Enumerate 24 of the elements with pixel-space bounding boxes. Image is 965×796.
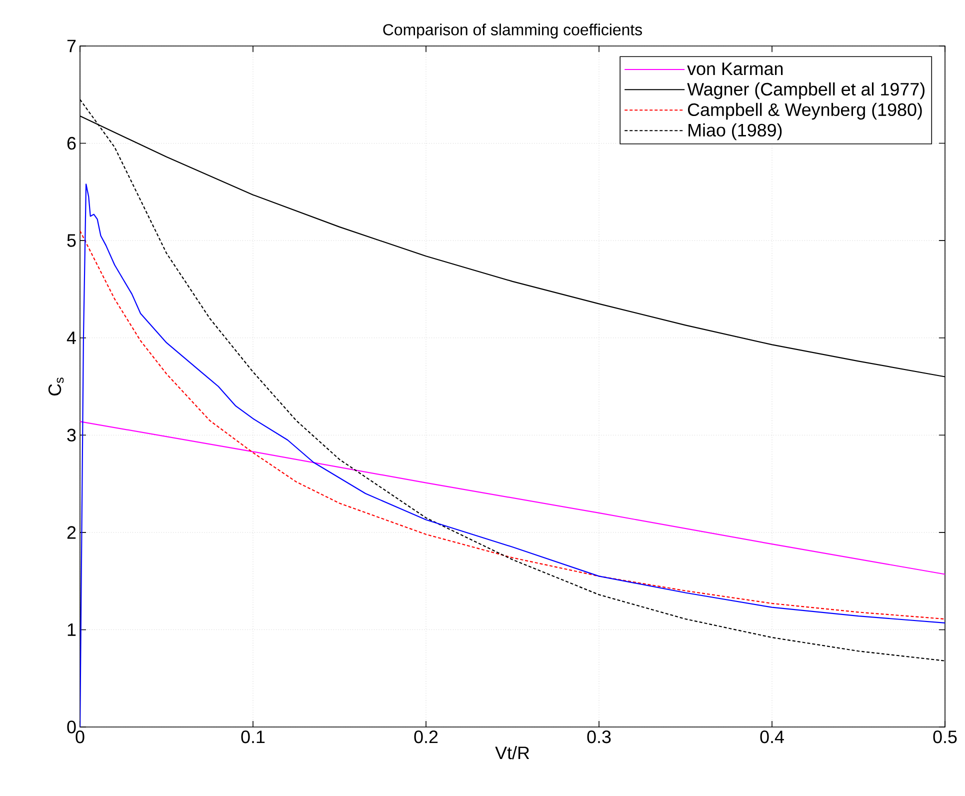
line-series [80,230,946,620]
y-tick-label: 4 [66,332,76,344]
y-tick-label: 5 [67,234,76,247]
x-tick-label: 0.4 [760,730,784,744]
line-series [80,184,946,727]
y-tick-label: 1 [68,624,76,636]
legend-label: Wagner (Campbell et al 1977) [687,82,924,100]
line-series [80,420,946,575]
legend-label: Campbell & Weynberg (1980) [688,102,922,120]
x-tick-label: 0.1 [241,730,265,744]
y-tick-label: 0 [67,720,76,734]
y-tick-label: 6 [67,136,76,150]
chart-title: Comparison of slamming coefficients [383,24,642,38]
y-tick-label: 2 [67,526,76,539]
y-tick-label: 3 [67,428,76,442]
x-axis-title: Vt/R [495,746,530,760]
legend-label: von Karman [687,62,783,76]
y-axis-title: C$_{s}$ [48,378,64,396]
x-tick-label: 0 [76,730,84,744]
x-tick-label: 0.2 [414,730,438,744]
x-tick-label: 0.5 [933,730,957,744]
x-tick-label: 0.3 [587,730,611,744]
y-tick-label: 7 [67,40,76,52]
legend-label: Miao (1989) [688,123,782,140]
